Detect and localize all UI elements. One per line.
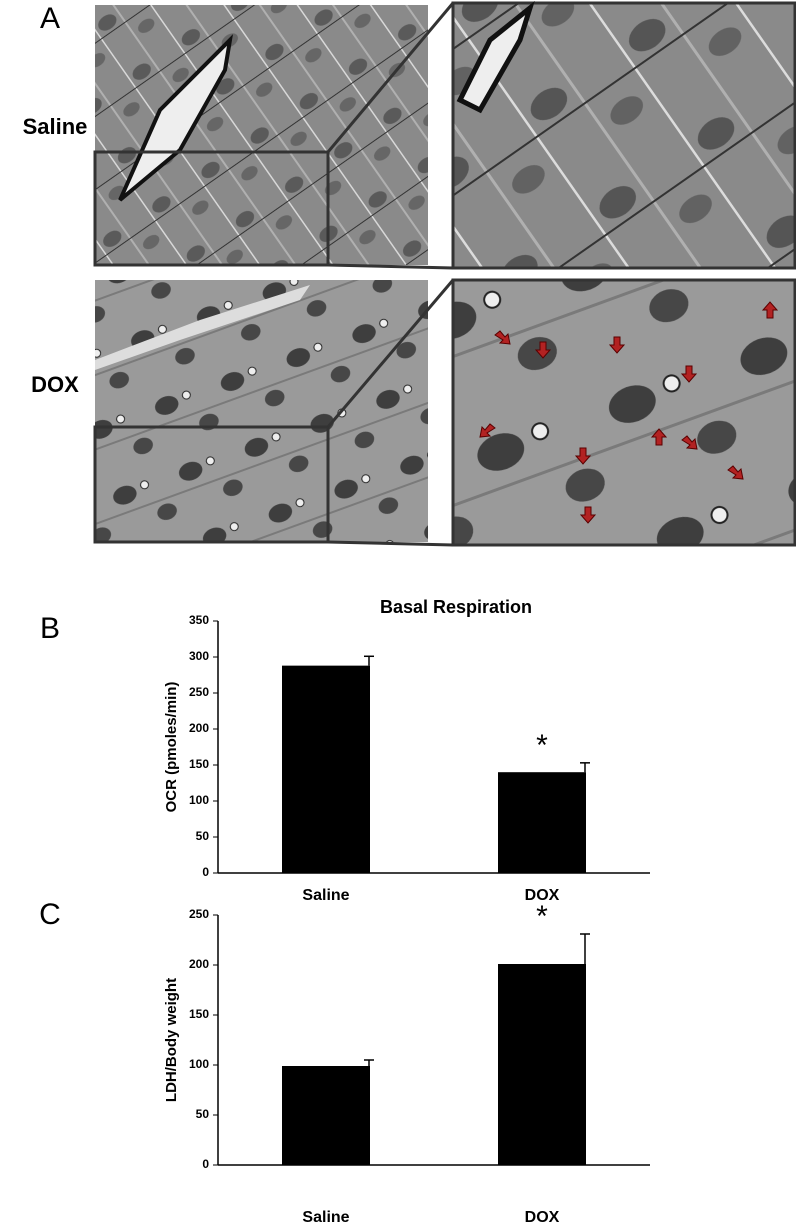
panel-label: A [40, 2, 60, 35]
y-tick-label: 50 [196, 829, 210, 843]
y-tick-label: 50 [196, 1107, 210, 1121]
x-tick-label: DOX [525, 1209, 560, 1226]
nucleus [118, 34, 233, 202]
y-tick-label: 350 [189, 613, 209, 627]
row-label: DOX [31, 372, 79, 397]
arrow [761, 301, 779, 319]
y-tick-label: 100 [189, 1057, 209, 1071]
x-tick-label: Saline [302, 1209, 349, 1226]
inset-box [93, 150, 330, 267]
x-tick-label: DOX [525, 887, 560, 904]
panel-label: B [40, 612, 60, 645]
y-tick-label: 300 [189, 649, 209, 663]
micrograph [95, 280, 428, 542]
y-tick-label: 250 [189, 685, 209, 699]
y-tick-label: 200 [189, 721, 209, 735]
connector [326, 2, 455, 153]
fibrosis [95, 285, 310, 370]
significance-marker: * [536, 900, 548, 933]
y-tick-label: 150 [189, 1007, 209, 1021]
arrow [479, 423, 496, 438]
chart-title: Basal Respiration [380, 597, 532, 617]
bar [282, 1066, 370, 1165]
panel-label: C [39, 898, 61, 931]
connector [326, 279, 455, 428]
arrow [650, 428, 668, 446]
arrow [680, 365, 698, 383]
y-axis-label: OCR (pmoles/min) [163, 682, 180, 813]
arrow [681, 435, 698, 450]
significance-marker: * [536, 729, 548, 762]
y-tick-label: 150 [189, 757, 209, 771]
arrow [579, 506, 597, 524]
bar [498, 964, 586, 1165]
y-tick-label: 250 [189, 907, 209, 921]
inset-box [93, 425, 330, 544]
y-tick-label: 100 [189, 793, 209, 807]
row-label: Saline [23, 114, 88, 139]
bar [498, 772, 586, 873]
connector [327, 540, 454, 547]
y-tick-label: 200 [189, 957, 209, 971]
arrow [494, 330, 511, 345]
nucleus [456, 0, 535, 114]
arrow [574, 447, 592, 465]
micrograph [95, 5, 428, 265]
arrows [479, 301, 779, 524]
arrow [727, 465, 744, 480]
y-tick-label: 0 [202, 865, 209, 879]
bar [282, 665, 370, 873]
panel-a: A Saline DOX [23, 0, 796, 547]
arrow [608, 336, 626, 354]
arrow [534, 341, 552, 359]
x-tick-label: Saline [302, 887, 349, 904]
y-tick-label: 0 [202, 1157, 209, 1171]
micrograph-zoom [451, 278, 796, 547]
connector [327, 263, 454, 270]
y-axis-label: LDH/Body weight [163, 978, 180, 1102]
